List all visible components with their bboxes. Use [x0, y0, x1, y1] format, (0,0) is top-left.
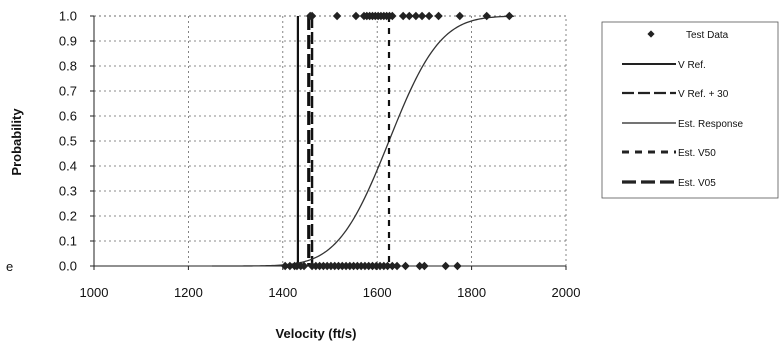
test-data-point: [505, 11, 514, 21]
test-data-point: [392, 261, 402, 271]
test-data-point: [383, 261, 392, 271]
legend-box: [601, 21, 779, 199]
test-data-point: [441, 261, 450, 271]
test-data-point: [453, 261, 462, 271]
test-data-point: [388, 261, 397, 271]
test-data-point: [482, 11, 491, 21]
y-tick-label: 0.7: [59, 84, 77, 99]
stray-annotation: e: [6, 259, 13, 274]
test-data-point: [280, 261, 290, 271]
y-tick-label: 0.3: [59, 184, 77, 199]
test-data-point: [420, 261, 429, 271]
x-tick-label: 2000: [552, 285, 581, 300]
y-tick-label: 0.9: [59, 34, 77, 49]
plot-frame: [93, 15, 567, 267]
test-data-point: [411, 11, 421, 21]
test-data-point: [424, 11, 434, 21]
x-tick-label: 1600: [363, 285, 392, 300]
y-tick-label: 0.5: [59, 134, 77, 149]
legend-label: Est. V05: [678, 178, 716, 189]
y-tick-label: 0.4: [59, 159, 77, 174]
x-axis-title: Velocity (ft/s): [276, 326, 357, 341]
legend-label: Est. V50: [678, 148, 716, 159]
y-tick-label: 0.0: [59, 259, 77, 274]
legend-label: Est. Response: [678, 119, 743, 130]
y-tick-label: 0.8: [59, 59, 77, 74]
test-data-point: [415, 261, 424, 271]
test-data-point: [307, 11, 317, 21]
test-data-point: [351, 11, 361, 21]
test-data-point: [299, 261, 309, 271]
test-data-point: [455, 11, 464, 21]
axes: 0.0 0.1 0.2 0.3 0.4 0.5 0.6 0.7 0.8 0.9 1.0 1000 120…: [59, 9, 581, 301]
test-data-point: [388, 11, 397, 21]
test-data-point: [285, 261, 295, 271]
legend: Test Data V Ref. V Ref. + 30 Est. Response E…: [601, 21, 779, 199]
legend-marker-test-data: [647, 30, 655, 38]
test-data-point: [401, 261, 410, 271]
test-data-point: [405, 11, 414, 21]
y-axis-title: Probability: [9, 108, 24, 176]
legend-label: V Ref. + 30: [678, 89, 729, 100]
test-data-point: [417, 11, 427, 21]
test-data-point: [434, 11, 443, 21]
x-tick-label: 1800: [457, 285, 486, 300]
plot-area: [93, 15, 567, 267]
x-tick-label: 1000: [80, 285, 109, 300]
legend-label: V Ref.: [678, 60, 706, 71]
x-tick-label: 1200: [174, 285, 203, 300]
y-tick-label: 0.2: [59, 209, 77, 224]
test-data-point: [398, 11, 408, 21]
est-response-curve: [212, 15, 515, 267]
test-data-point: [332, 11, 342, 21]
legend-label: Test Data: [686, 30, 729, 41]
marks: [212, 11, 515, 271]
y-tick-label: 1.0: [59, 9, 77, 24]
y-tick-label: 0.6: [59, 109, 77, 124]
x-tick-label: 1400: [268, 285, 297, 300]
y-tick-label: 0.1: [59, 234, 77, 249]
